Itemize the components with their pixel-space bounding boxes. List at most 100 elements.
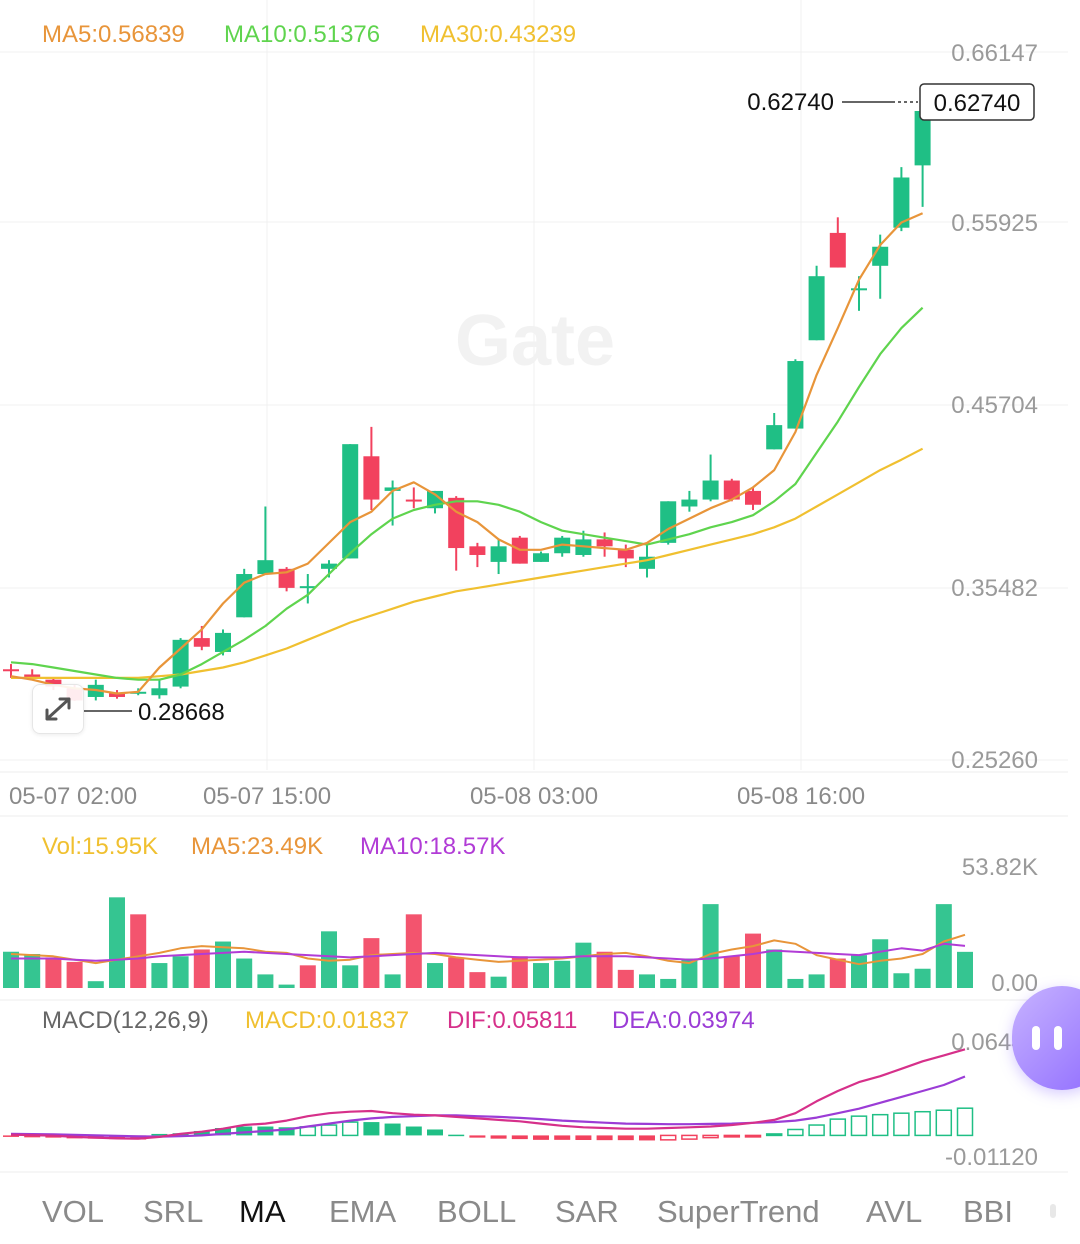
volume-bar [914,968,931,988]
volume-bar [893,973,910,988]
vol-tick: 53.82K [962,854,1038,881]
macd-bar [469,1135,486,1138]
chart-grid [0,0,1068,1173]
tab-srl[interactable]: SRL [143,1194,204,1229]
macd-bar [215,1128,231,1136]
candle-body [872,246,889,266]
legend-dif-value: DIF:0.05811 [447,1007,577,1034]
candle-body [236,574,253,618]
tab-scroll-indicator [1050,1204,1056,1218]
volume-bar [151,963,168,988]
current-price-tag: 0.62740 [934,90,1021,117]
macd-bar [511,1135,528,1140]
tab-vol[interactable]: VOL [42,1194,105,1229]
volume-bar [109,897,125,988]
macd-bar [829,1118,847,1137]
volume-bar [935,904,952,988]
ma10-line [10,306,924,681]
macd-bar [765,1133,783,1137]
kline-chart[interactable]: Gate MA5:0.56839 MA10:0.51376 MA30:0.432… [0,0,1080,1176]
macd-bar [320,1124,338,1137]
candle-body [257,560,274,575]
macd-bar [871,1113,889,1137]
volume-bar [215,941,231,988]
candle-body [215,632,231,652]
volume-bar [490,976,507,988]
candle-body [914,110,931,166]
volume-bar [384,974,401,988]
legend-vol: Vol:15.95K [42,833,158,860]
volume-bar [172,956,189,988]
tab-avl[interactable]: AVL [866,1194,923,1229]
volume-bar [787,978,804,988]
macd-bar [24,1135,41,1138]
tab-ma[interactable]: MA [239,1194,286,1229]
price-axis: 0.66147 0.55925 0.45704 0.35482 0.25260 [951,40,1038,774]
macd-bar [702,1134,719,1139]
macd-histogram-layer [3,1107,974,1141]
macd-bar [448,1134,465,1137]
candle-body [490,546,507,562]
candle-body [702,480,719,500]
candle-body [681,499,698,507]
candle-body [596,539,613,547]
volume-bar [639,974,655,988]
tab-sar[interactable]: SAR [555,1194,619,1229]
price-tick: 0.55925 [951,210,1038,237]
macd-bar [914,1110,931,1137]
candle-body [808,276,825,341]
volume-bar [681,958,698,988]
price-tick: 0.35482 [951,575,1038,602]
volume-bar [193,949,210,988]
macd-bar [744,1134,762,1138]
bubble-eye-icon [1032,1026,1040,1050]
candle-body [172,639,189,687]
volume-bar [766,949,783,988]
volume-bar [130,914,147,988]
candles-layer [3,110,931,701]
macd-bar [617,1135,634,1141]
tab-supertrend[interactable]: SuperTrend [657,1194,820,1229]
expand-chart-button[interactable] [32,684,84,734]
legend-ma30: MA30:0.43239 [420,21,576,48]
candle-body [660,501,677,543]
price-tick: 0.45704 [951,392,1038,419]
candle-body [45,679,62,687]
macd-bar [808,1124,825,1137]
macd-bar [151,1133,168,1136]
macd-bar [405,1126,422,1136]
volume-bar [808,974,825,988]
volume-bar [511,956,528,988]
high-label: 0.62740 [747,89,834,116]
assistant-bubble-button[interactable] [1012,986,1080,1090]
volume-bar [702,904,719,988]
volume-bar [278,984,295,988]
volume-bar [723,956,740,988]
candle-body [448,497,465,549]
macd-tick: -0.01120 [945,1144,1038,1171]
volume-bar [745,933,761,988]
vol-axis: 53.82K 0.00 [962,854,1038,997]
macd-bar [723,1134,741,1138]
macd-bar [490,1135,507,1139]
volume-bars-layer [3,897,973,988]
volume-bar [363,938,380,988]
volume-bar [321,931,337,988]
ma30-line [11,447,924,680]
macd-bar [681,1134,698,1140]
volume-bar [660,978,677,988]
volume-ma10-line [11,942,966,962]
tab-boll[interactable]: BOLL [437,1194,517,1229]
macd-bar [575,1135,592,1141]
candle-body [829,232,846,268]
candle-body [405,499,422,502]
candle-body [893,177,910,228]
candle-body [533,553,549,562]
volume-bar [405,914,422,988]
current-price-tag-box [919,83,1035,121]
tab-ema[interactable]: EMA [329,1194,397,1229]
candle-body [766,425,783,450]
tab-bbi[interactable]: BBI [963,1194,1013,1229]
legend-ma5: MA5:0.56839 [42,21,185,48]
bubble-eye-icon [1054,1026,1062,1050]
